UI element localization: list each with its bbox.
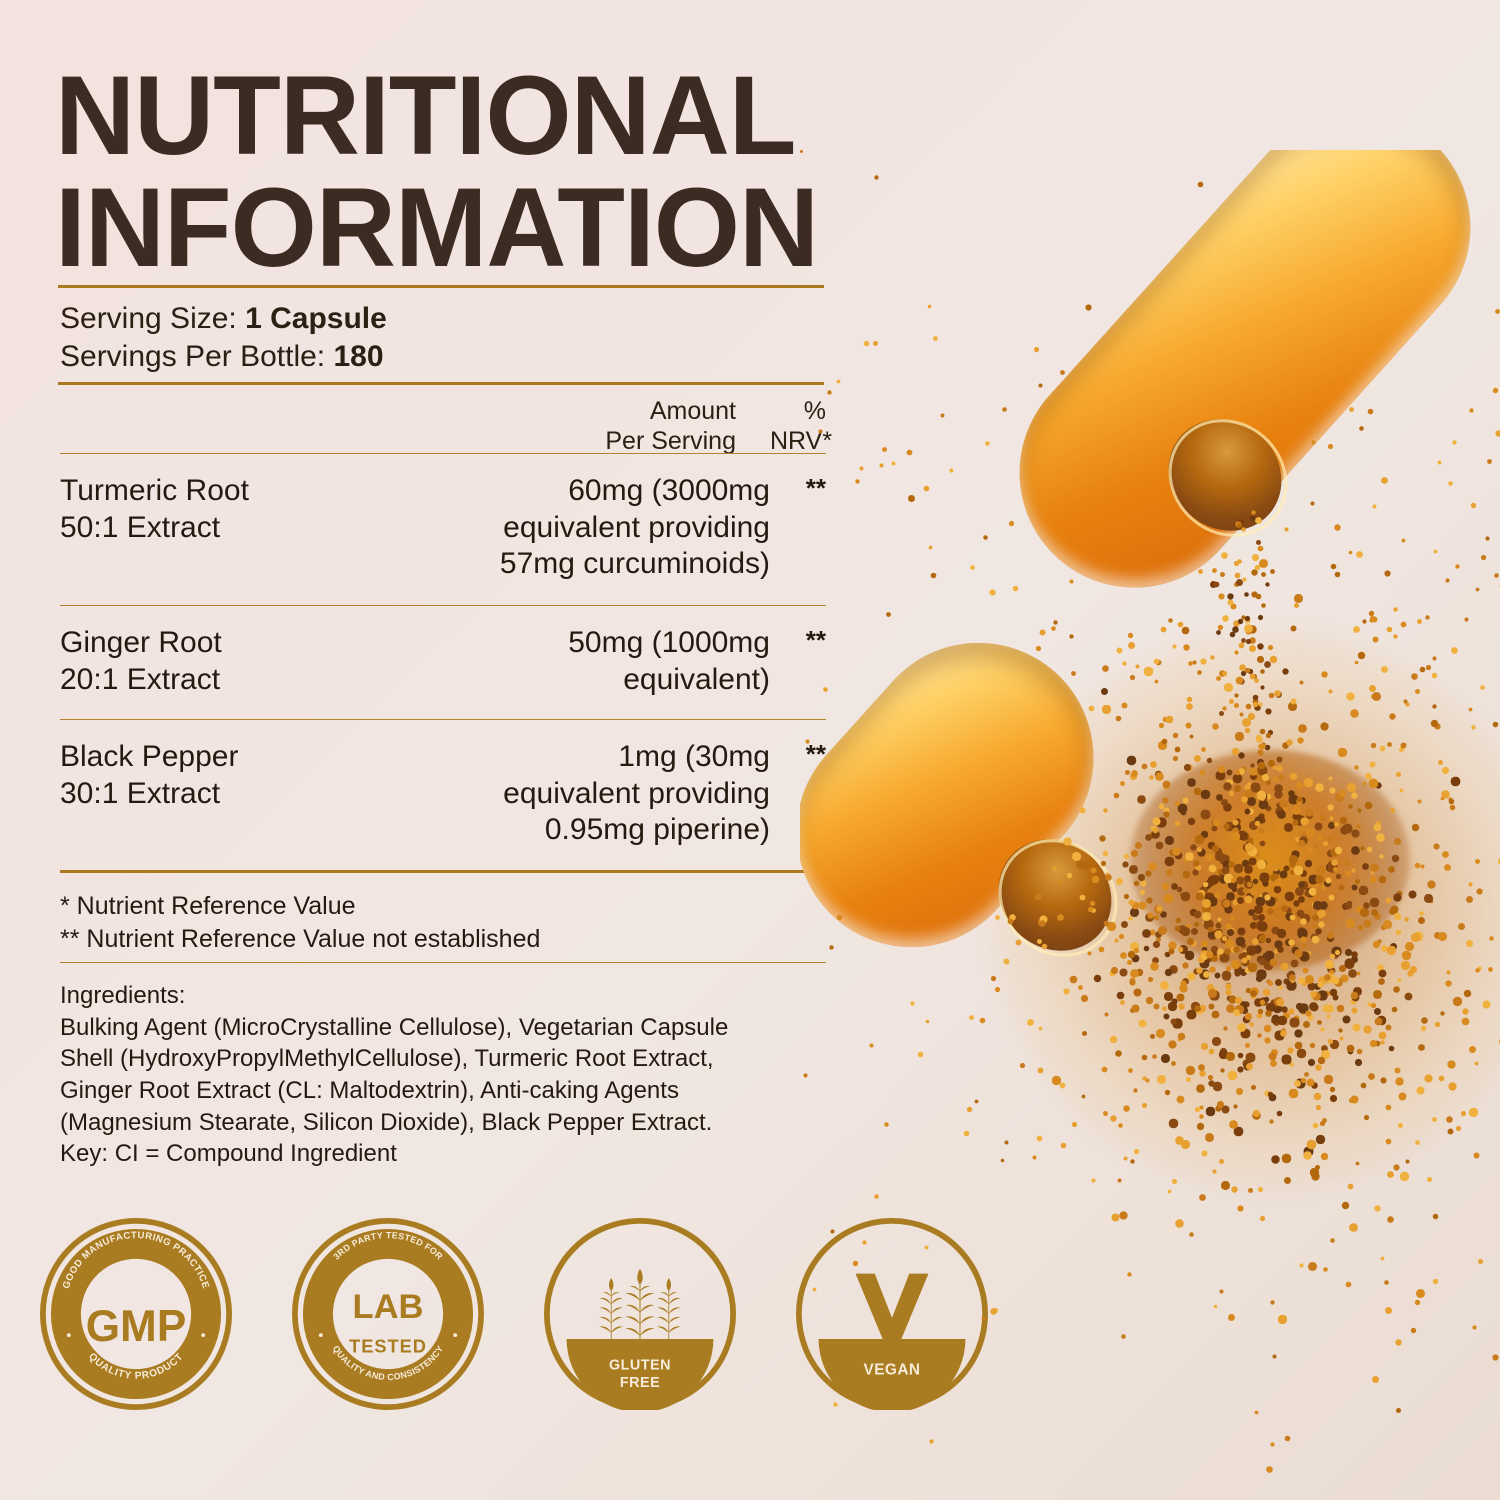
svg-text:TESTED: TESTED [349,1335,427,1356]
svg-text:LAB: LAB [353,1288,424,1326]
svg-text:GLUTEN: GLUTEN [609,1358,671,1374]
svg-text:GMP: GMP [86,1302,187,1351]
svg-text:FREE: FREE [620,1375,660,1391]
